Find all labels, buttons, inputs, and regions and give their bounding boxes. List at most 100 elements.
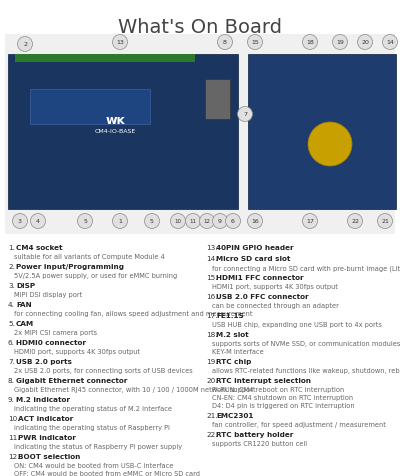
- Circle shape: [186, 214, 200, 229]
- Text: wĸ: wĸ: [105, 113, 125, 126]
- Text: 21.: 21.: [206, 412, 218, 418]
- Circle shape: [382, 35, 398, 50]
- Text: 3.: 3.: [8, 282, 15, 288]
- Text: HDMI0 port, supports 4K 30fps output: HDMI0 port, supports 4K 30fps output: [14, 349, 140, 355]
- Text: 20: 20: [361, 40, 369, 45]
- Text: 2.: 2.: [8, 263, 15, 269]
- Text: RTC interrupt selection: RTC interrupt selection: [216, 377, 311, 383]
- Bar: [8, 55, 238, 209]
- Text: 5V/2.5A power supply, or used for eMMC burning: 5V/2.5A power supply, or used for eMMC b…: [14, 273, 177, 279]
- Text: USB 2.0 FFC connector: USB 2.0 FFC connector: [216, 293, 309, 299]
- Text: M.2 slot: M.2 slot: [216, 331, 249, 337]
- Bar: [248, 55, 396, 209]
- Circle shape: [144, 214, 160, 229]
- Circle shape: [18, 38, 32, 52]
- Text: 19.: 19.: [206, 358, 218, 364]
- Circle shape: [358, 35, 372, 50]
- Bar: [15, 55, 195, 63]
- Text: 13.: 13.: [206, 245, 218, 250]
- Text: BOOT selection: BOOT selection: [18, 453, 80, 459]
- Text: ON: CM4 would be booted from USB-C interface: ON: CM4 would be booted from USB-C inter…: [14, 463, 173, 468]
- Text: 17: 17: [306, 219, 314, 224]
- Text: What's On Board: What's On Board: [118, 18, 282, 37]
- Circle shape: [226, 214, 240, 229]
- Text: HDMI1 port, supports 4K 30fps output: HDMI1 port, supports 4K 30fps output: [212, 284, 338, 290]
- Text: CAM: CAM: [16, 320, 34, 327]
- Text: KEY-M interface: KEY-M interface: [212, 349, 264, 355]
- Text: 5: 5: [83, 219, 87, 224]
- Text: 8.: 8.: [8, 377, 15, 383]
- Text: 15.: 15.: [206, 275, 218, 280]
- Text: 2: 2: [23, 42, 27, 48]
- Circle shape: [378, 214, 392, 229]
- Circle shape: [30, 214, 46, 229]
- Circle shape: [212, 214, 228, 229]
- Bar: [5, 35, 395, 235]
- Circle shape: [332, 35, 348, 50]
- Circle shape: [200, 214, 214, 229]
- Text: HDMI1 FFC connector: HDMI1 FFC connector: [216, 275, 304, 280]
- Text: 6: 6: [231, 219, 235, 224]
- Text: 8: 8: [223, 40, 227, 45]
- Bar: [205, 80, 230, 120]
- Text: for connecting a Micro SD card with pre-burnt image (Lite variant ONLY): for connecting a Micro SD card with pre-…: [212, 265, 400, 271]
- Text: ACT indicator: ACT indicator: [18, 415, 73, 421]
- Text: MIPI DSI display port: MIPI DSI display port: [14, 292, 82, 298]
- Circle shape: [302, 35, 318, 50]
- Text: 12.: 12.: [8, 453, 20, 459]
- Text: FE1.1S: FE1.1S: [216, 312, 244, 318]
- Text: fan controller, for speed adjustment / measurement: fan controller, for speed adjustment / m…: [212, 422, 386, 427]
- Text: Micro SD card slot: Micro SD card slot: [216, 256, 290, 261]
- Text: 2x USB 2.0 ports, for connecting sorts of USB devices: 2x USB 2.0 ports, for connecting sorts o…: [14, 368, 193, 374]
- Text: 3: 3: [18, 219, 22, 224]
- Text: can be connected through an adapter: can be connected through an adapter: [212, 303, 339, 309]
- Text: CN-EN: CM4 shutdown on RTC interruption: CN-EN: CM4 shutdown on RTC interruption: [212, 395, 353, 401]
- Circle shape: [248, 214, 262, 229]
- Text: allows RTC-related functions like wakeup, shutdown, reboot, and more: allows RTC-related functions like wakeup…: [212, 368, 400, 374]
- Text: CM4 socket: CM4 socket: [16, 245, 62, 250]
- Text: 14: 14: [386, 40, 394, 45]
- Circle shape: [112, 214, 128, 229]
- Text: 11.: 11.: [8, 434, 20, 440]
- Text: 18.: 18.: [206, 331, 218, 337]
- Text: USB 2.0 ports: USB 2.0 ports: [16, 358, 72, 364]
- Circle shape: [348, 214, 362, 229]
- Text: USB HUB chip, expanding one USB port to 4x ports: USB HUB chip, expanding one USB port to …: [212, 322, 382, 328]
- Text: 15: 15: [251, 40, 259, 45]
- Text: 19: 19: [336, 40, 344, 45]
- Text: 9: 9: [218, 219, 222, 224]
- Text: RTC battery holder: RTC battery holder: [216, 431, 293, 437]
- Text: 6.: 6.: [8, 339, 15, 345]
- Text: CM4-IO-BASE: CM4-IO-BASE: [94, 129, 136, 134]
- Text: 10: 10: [174, 219, 182, 224]
- Text: 16.: 16.: [206, 293, 218, 299]
- Text: 16: 16: [251, 219, 259, 224]
- Text: 5: 5: [150, 219, 154, 224]
- Bar: [30, 90, 150, 125]
- Circle shape: [170, 214, 186, 229]
- Circle shape: [12, 214, 28, 229]
- Text: DISP: DISP: [16, 282, 35, 288]
- Text: 13: 13: [116, 40, 124, 45]
- Text: EMC2301: EMC2301: [216, 412, 253, 418]
- Text: for connecting cooling fan, allows speed adjustment and measurement: for connecting cooling fan, allows speed…: [14, 311, 252, 317]
- Text: OFF: CM4 would be booted from eMMC or Micro SD card: OFF: CM4 would be booted from eMMC or Mi…: [14, 470, 200, 476]
- Text: indicating the operating status of M.2 interface: indicating the operating status of M.2 i…: [14, 406, 172, 412]
- Text: Power input/Programming: Power input/Programming: [16, 263, 124, 269]
- Circle shape: [302, 214, 318, 229]
- Text: 4.: 4.: [8, 301, 15, 307]
- Text: indicating the status of Raspberry Pi power supply: indicating the status of Raspberry Pi po…: [14, 444, 182, 449]
- Circle shape: [112, 35, 128, 50]
- Text: Gigabit Ethernet RJ45 connector, with 10 / 100 / 1000M network support: Gigabit Ethernet RJ45 connector, with 10…: [14, 387, 256, 393]
- Text: 22.: 22.: [206, 431, 218, 437]
- Text: 1.: 1.: [8, 245, 15, 250]
- Text: 20.: 20.: [206, 377, 218, 383]
- Text: suitable for all variants of Compute Module 4: suitable for all variants of Compute Mod…: [14, 254, 165, 260]
- Text: 14.: 14.: [206, 256, 218, 261]
- Text: 7.: 7.: [8, 358, 15, 364]
- Text: FAN: FAN: [16, 301, 32, 307]
- Text: 1: 1: [118, 219, 122, 224]
- Text: M.2 indicator: M.2 indicator: [16, 396, 70, 402]
- Text: HDMI0 connector: HDMI0 connector: [16, 339, 86, 345]
- Text: PI-RUN: CM4 reboot on RTC interruption: PI-RUN: CM4 reboot on RTC interruption: [212, 387, 344, 393]
